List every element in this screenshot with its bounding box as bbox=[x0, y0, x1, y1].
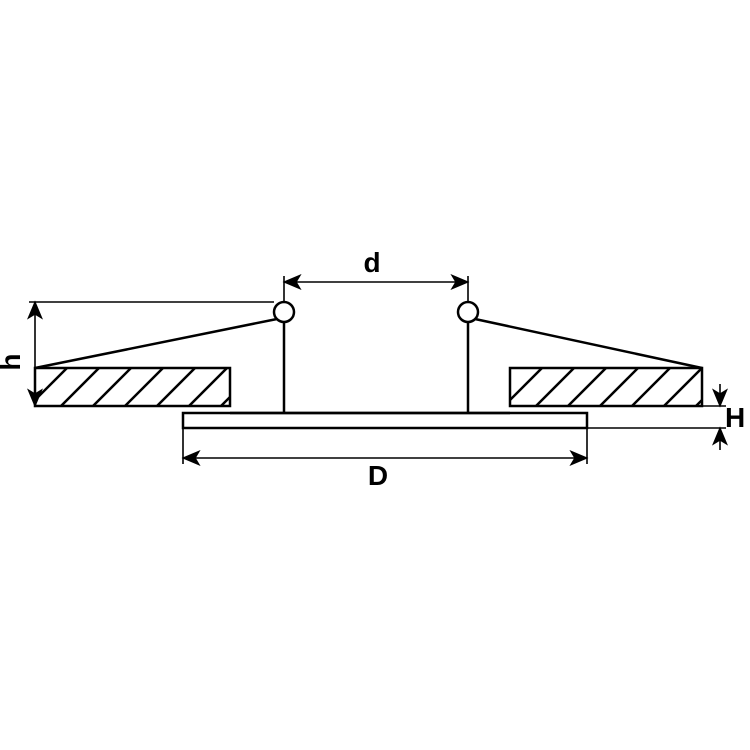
dim-D-label: D bbox=[368, 460, 388, 491]
right-clip-loop bbox=[458, 302, 478, 322]
left-clip-loop bbox=[274, 302, 294, 322]
dim-d-label: d bbox=[363, 247, 380, 278]
left-clip-arm bbox=[35, 319, 277, 368]
left-flange bbox=[35, 368, 230, 406]
dim-h-label: h bbox=[0, 353, 26, 370]
cross-section-diagram: d Dh H bbox=[0, 0, 750, 750]
right-clip-arm bbox=[475, 319, 702, 368]
dim-H-label: H bbox=[725, 402, 745, 433]
base-plate bbox=[183, 413, 587, 428]
geometry-group bbox=[0, 302, 750, 428]
